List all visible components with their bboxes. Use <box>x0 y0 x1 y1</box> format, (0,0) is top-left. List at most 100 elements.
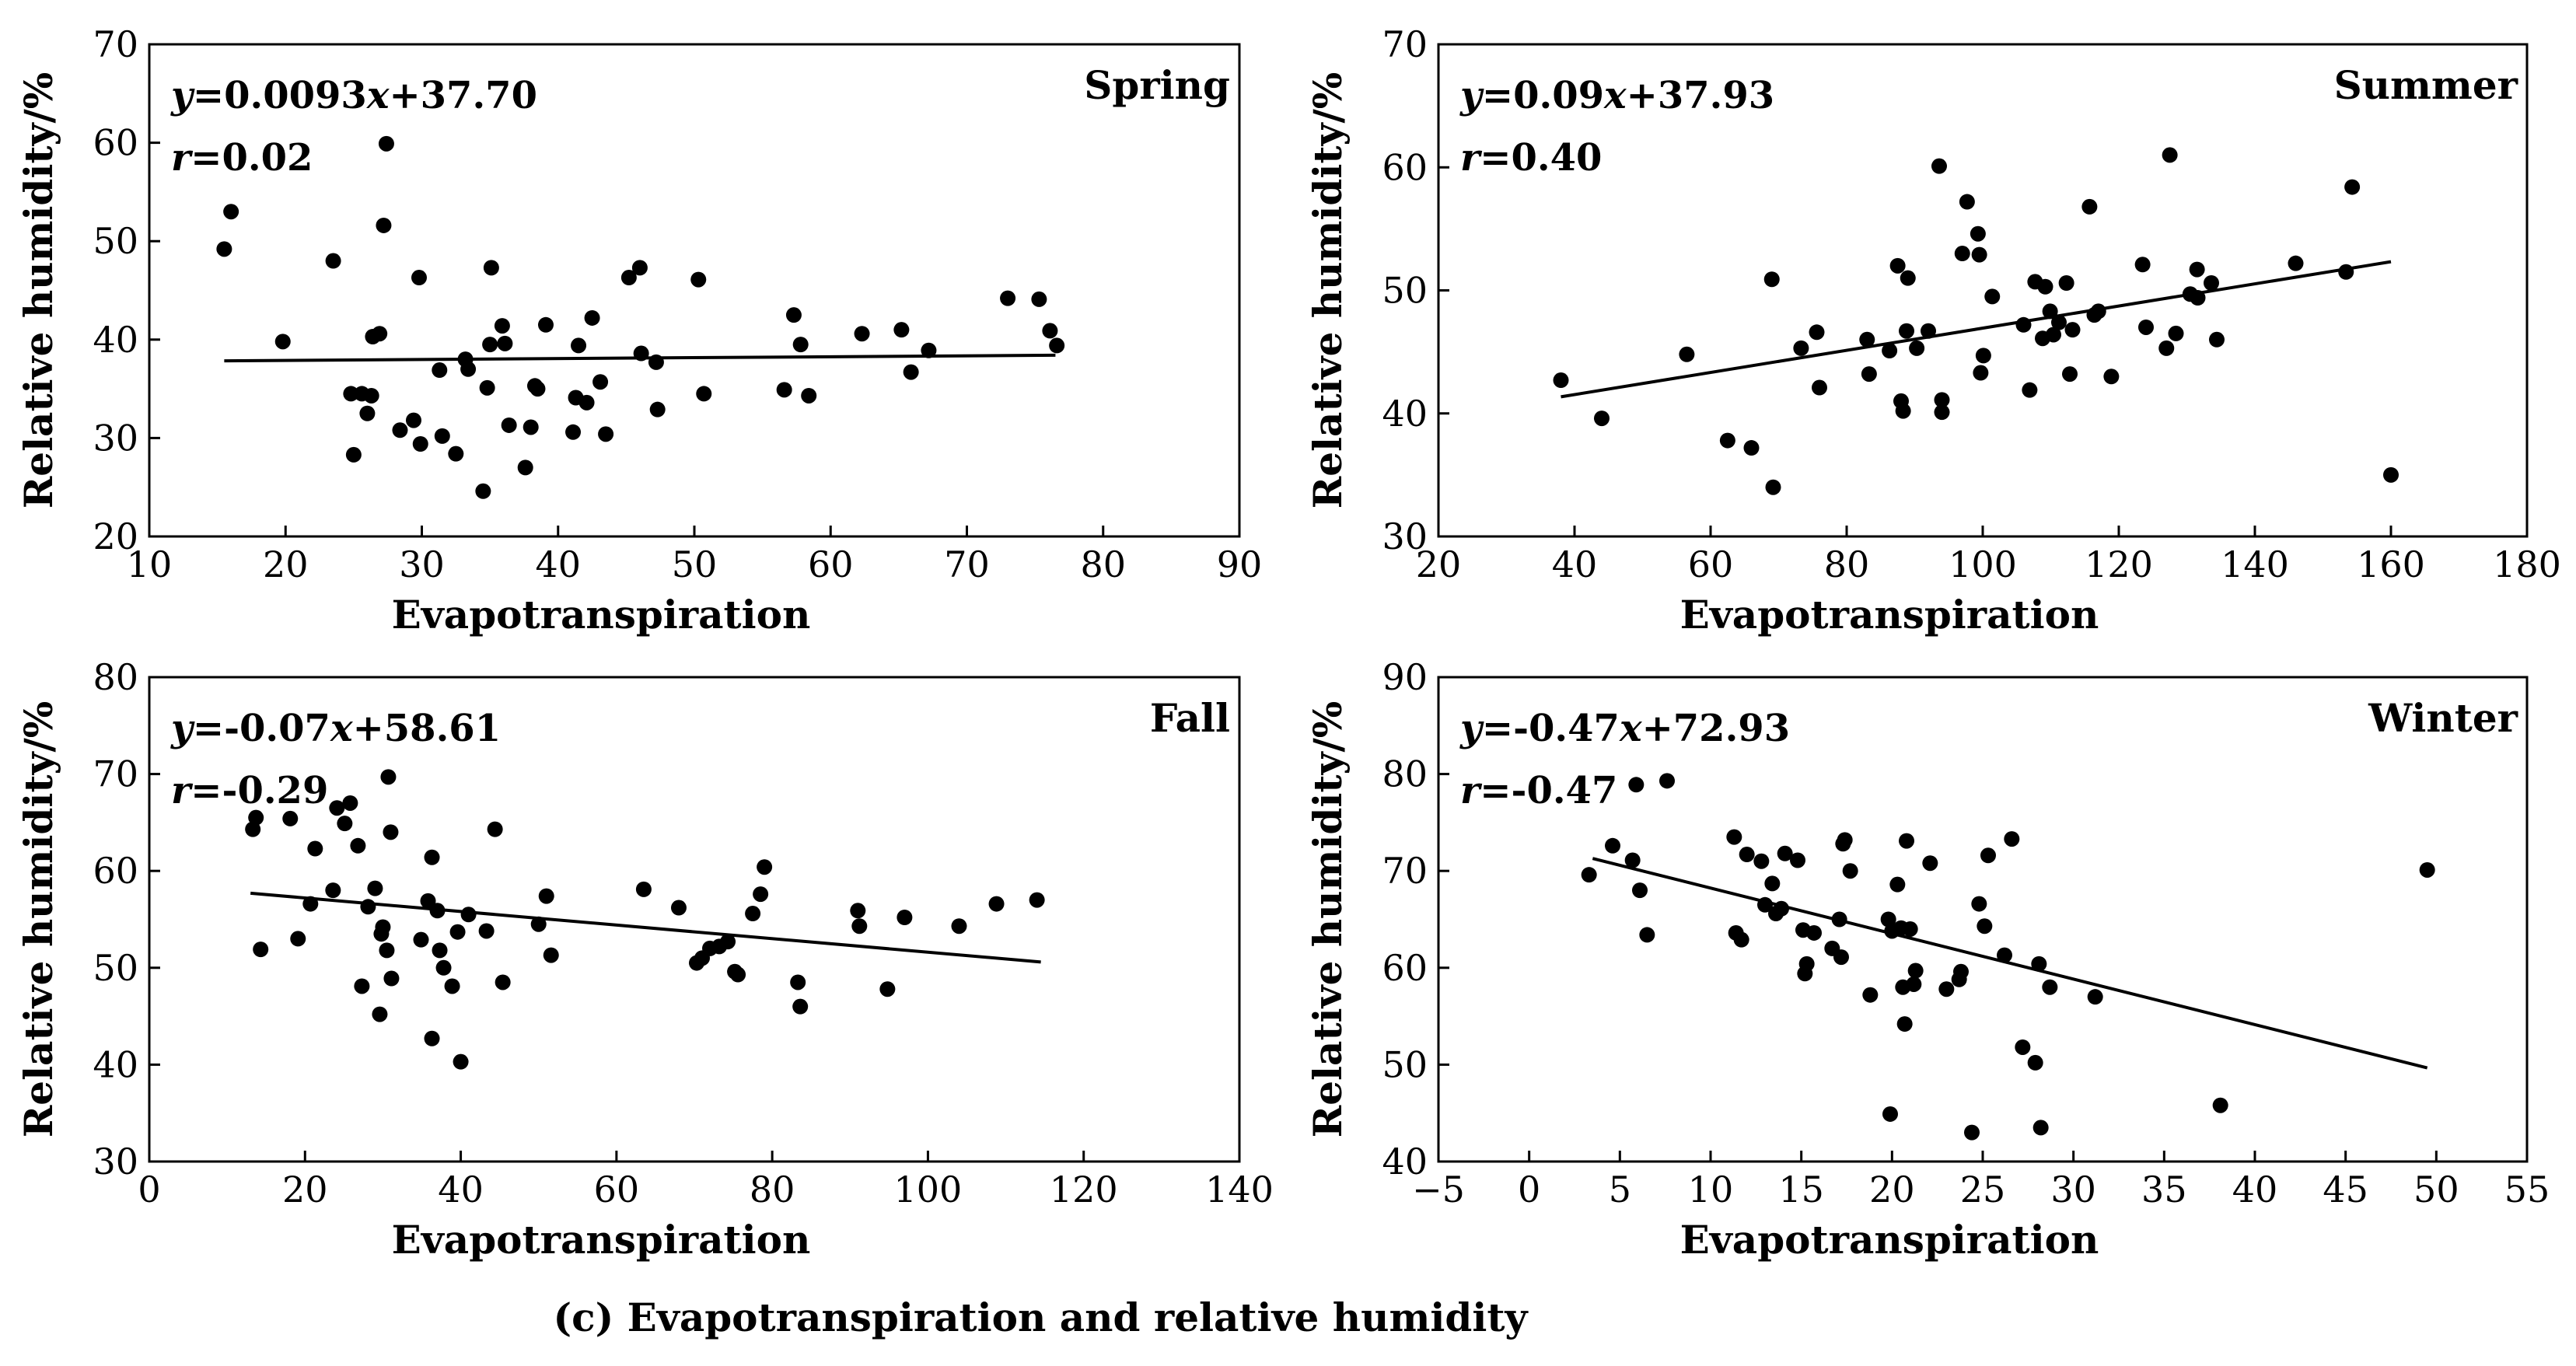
spring-data-point <box>372 326 388 342</box>
summer-panel: 20 40 60 80 100 120 140 160 180 30 40 50 60 70 Summer… <box>1305 23 2561 638</box>
summer-data-point <box>2204 275 2219 292</box>
summer-data-point <box>1931 158 1947 174</box>
spring-data-point <box>801 387 817 404</box>
summer-y-tick-label: 40 <box>1382 393 1428 435</box>
winter-y-tick-label: 40 <box>1382 1141 1428 1183</box>
fall-y-tick-label: 60 <box>93 850 138 892</box>
summer-data-point <box>1793 340 1809 356</box>
winter-data-point <box>1581 867 1597 883</box>
winter-ticks: −5 0 5 10 15 20 25 30 35 40 45 50 55 40 50 60 70 80 90 <box>1382 656 2550 1211</box>
summer-x-tick-label: 180 <box>2493 543 2561 585</box>
summer-y-tick-label: 70 <box>1382 23 1428 65</box>
spring-y-axis-label: Relative humidity/% <box>16 72 61 509</box>
fall-data-point <box>325 882 341 899</box>
spring-data-point <box>405 412 421 428</box>
fall-data-point <box>745 906 761 922</box>
summer-data-point <box>2162 147 2178 163</box>
spring-data-point <box>696 386 712 402</box>
spring-data-point <box>537 316 554 333</box>
winter-data-point <box>1837 832 1853 848</box>
spring-data-point <box>792 337 809 353</box>
spring-y-tick-label: 60 <box>93 122 138 164</box>
fall-data-point <box>350 837 366 854</box>
summer-trend-line <box>1561 260 2392 399</box>
fall-panel: 0 20 40 60 80 100 120 140 30 40 50 60 70 80 Fall y=-0… <box>16 656 1274 1263</box>
summer-data-point <box>1553 372 1569 389</box>
fall-data-point <box>850 903 866 919</box>
spring-data-point <box>530 381 546 397</box>
summer-data-point <box>2189 261 2205 278</box>
winter-data-point <box>1798 956 1815 972</box>
fall-panel-title: Fall <box>1150 695 1230 741</box>
spring-y-tick-label: 20 <box>93 515 138 557</box>
fall-data-point <box>460 907 477 923</box>
fall-data-point <box>635 881 652 897</box>
summer-data-point <box>2103 369 2120 385</box>
summer-x-tick-label: 60 <box>1688 543 1734 585</box>
spring-data-point <box>592 374 609 390</box>
fall-data-point <box>951 918 967 935</box>
spring-x-tick-label: 40 <box>535 543 581 585</box>
fall-plot-frame <box>148 676 1241 1163</box>
spring-panel-title: Spring <box>1084 62 1230 108</box>
spring-data-point <box>434 428 450 444</box>
fall-y-tick-label: 80 <box>93 656 138 698</box>
summer-data-point <box>1812 379 1827 396</box>
winter-x-tick-label: 5 <box>1609 1169 1631 1211</box>
summer-data-point <box>1934 392 1950 408</box>
summer-ticks: 20 40 60 80 100 120 140 160 180 30 40 50 60 70 <box>1382 23 2560 585</box>
spring-data-point <box>411 270 427 286</box>
spring-data-point <box>482 337 498 353</box>
spring-data-point <box>432 362 448 379</box>
spring-data-point <box>343 386 359 402</box>
fall-y-tick-label: 50 <box>93 947 138 989</box>
winter-data-point <box>1639 927 1655 943</box>
winter-x-axis-label: Evapotranspiration <box>1680 1217 2099 1263</box>
winter-data-point <box>2042 979 2058 995</box>
fall-data-point <box>790 974 806 990</box>
fall-data-point <box>380 769 397 785</box>
summer-data-point <box>2058 275 2074 292</box>
winter-data-point <box>1964 1124 1980 1141</box>
summer-y-axis-label: Relative humidity/% <box>1305 72 1351 509</box>
winter-data-point <box>1896 1016 1913 1032</box>
summer-points <box>1553 147 2399 495</box>
fall-data-point <box>383 824 399 840</box>
fall-data-point <box>375 919 391 935</box>
summer-data-point <box>1984 288 2001 305</box>
fall-data-point <box>420 893 436 909</box>
winter-x-tick-label: 50 <box>2413 1169 2459 1211</box>
winter-data-point <box>1862 987 1879 1003</box>
summer-x-tick-label: 20 <box>1416 543 1462 585</box>
spring-equation: y=0.0093x+37.70 <box>170 74 537 117</box>
spring-y-tick-label: 30 <box>93 417 138 459</box>
fall-data-point <box>435 959 452 976</box>
summer-data-point <box>2288 255 2304 271</box>
winter-x-tick-label: 40 <box>2232 1169 2278 1211</box>
fall-data-point <box>424 849 440 865</box>
spring-data-point <box>460 361 477 377</box>
winter-data-point <box>2031 956 2047 972</box>
summer-data-point <box>1743 440 1760 456</box>
summer-data-point <box>2062 366 2078 383</box>
fall-y-tick-label: 40 <box>93 1043 138 1085</box>
spring-data-point <box>412 435 428 452</box>
summer-data-point <box>1973 365 1989 381</box>
fall-data-point <box>449 924 466 940</box>
winter-data-point <box>1980 847 1996 864</box>
summer-data-point <box>1934 404 1950 421</box>
winter-data-point <box>1922 855 1938 872</box>
summer-data-point <box>2383 466 2399 483</box>
summer-x-axis-label: Evapotranspiration <box>1680 592 2099 638</box>
fall-data-point <box>379 942 395 959</box>
winter-equation: y=-0.47x+72.93 <box>1459 707 1790 750</box>
winter-x-tick-label: 10 <box>1688 1169 1734 1211</box>
winter-data-point <box>1605 837 1620 854</box>
spring-data-point <box>392 422 408 438</box>
spring-data-point <box>584 309 600 326</box>
summer-plot-frame <box>1437 43 2529 538</box>
winter-x-tick-label: −5 <box>1412 1169 1465 1211</box>
winter-data-point <box>1899 833 1914 849</box>
fall-data-point <box>342 795 358 811</box>
